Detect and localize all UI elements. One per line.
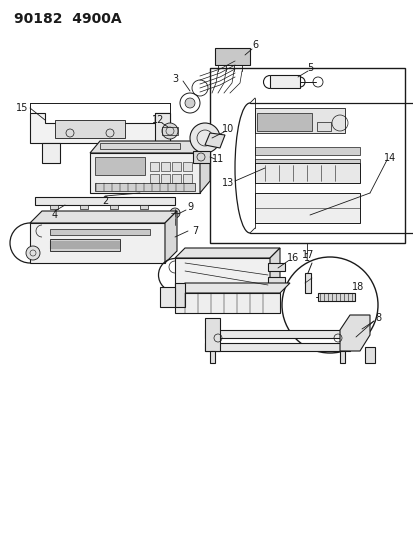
Polygon shape	[304, 273, 310, 293]
Text: 1: 1	[303, 253, 309, 263]
Bar	[161, 174, 170, 183]
Circle shape	[170, 208, 180, 218]
Bar	[95, 157, 145, 175]
Polygon shape	[30, 223, 165, 263]
Text: 5: 5	[306, 63, 312, 73]
Polygon shape	[339, 315, 369, 351]
Text: 6: 6	[252, 40, 257, 50]
Bar	[254, 163, 359, 183]
Text: 17: 17	[301, 250, 313, 260]
Text: 7: 7	[191, 226, 198, 236]
Polygon shape	[90, 141, 209, 153]
Bar	[254, 108, 344, 133]
Circle shape	[185, 98, 195, 108]
Polygon shape	[199, 141, 209, 193]
Bar	[150, 162, 159, 171]
Polygon shape	[175, 283, 185, 307]
Bar	[254, 147, 359, 155]
Text: 12: 12	[152, 115, 164, 125]
Text: 14: 14	[383, 153, 395, 163]
Bar	[140, 205, 147, 209]
Bar	[183, 162, 192, 171]
Circle shape	[190, 123, 219, 153]
Polygon shape	[30, 211, 177, 223]
Bar	[256, 113, 311, 131]
Text: 3: 3	[171, 74, 178, 84]
Polygon shape	[364, 347, 374, 363]
Text: 16: 16	[286, 253, 299, 263]
Bar	[254, 159, 359, 167]
Polygon shape	[154, 113, 170, 143]
Polygon shape	[267, 277, 284, 285]
Circle shape	[26, 246, 40, 260]
Polygon shape	[267, 263, 284, 271]
Text: 10: 10	[221, 124, 234, 134]
Polygon shape	[35, 197, 175, 205]
Text: 2: 2	[102, 196, 108, 206]
Bar	[50, 239, 120, 251]
Bar	[316, 122, 330, 131]
Polygon shape	[175, 248, 279, 258]
Bar	[254, 193, 359, 223]
Bar	[95, 183, 195, 191]
Text: 90182  4900A: 90182 4900A	[14, 12, 121, 26]
Polygon shape	[30, 113, 170, 143]
Polygon shape	[159, 287, 175, 307]
Polygon shape	[175, 293, 279, 313]
Bar	[171, 174, 180, 183]
Text: 11: 11	[211, 154, 223, 164]
Text: 13: 13	[221, 178, 234, 188]
Bar	[150, 174, 159, 183]
Circle shape	[161, 123, 178, 139]
Bar	[80, 205, 88, 209]
Text: 8: 8	[374, 313, 380, 323]
Polygon shape	[317, 293, 354, 301]
Polygon shape	[204, 318, 219, 351]
Polygon shape	[204, 343, 349, 351]
Bar	[209, 68, 404, 243]
Polygon shape	[42, 143, 60, 163]
Polygon shape	[175, 283, 289, 293]
Text: 15: 15	[16, 103, 28, 113]
Bar	[171, 162, 180, 171]
Polygon shape	[204, 133, 224, 148]
Polygon shape	[140, 143, 158, 163]
Text: 18: 18	[351, 282, 363, 292]
Bar	[254, 169, 359, 177]
Bar	[183, 174, 192, 183]
Polygon shape	[209, 351, 214, 363]
Text: 9: 9	[187, 202, 192, 212]
Bar	[161, 127, 178, 135]
Polygon shape	[269, 248, 279, 291]
Bar	[55, 120, 125, 138]
Polygon shape	[269, 75, 299, 88]
Bar	[100, 143, 180, 149]
Polygon shape	[165, 211, 177, 263]
Bar	[161, 162, 170, 171]
Text: 4: 4	[52, 210, 58, 220]
Polygon shape	[175, 258, 269, 291]
Polygon shape	[339, 351, 344, 363]
Polygon shape	[204, 330, 349, 338]
Bar	[50, 205, 58, 209]
Bar	[50, 229, 150, 235]
Polygon shape	[90, 153, 199, 193]
Polygon shape	[214, 48, 249, 65]
Bar	[110, 205, 118, 209]
Polygon shape	[192, 151, 209, 163]
